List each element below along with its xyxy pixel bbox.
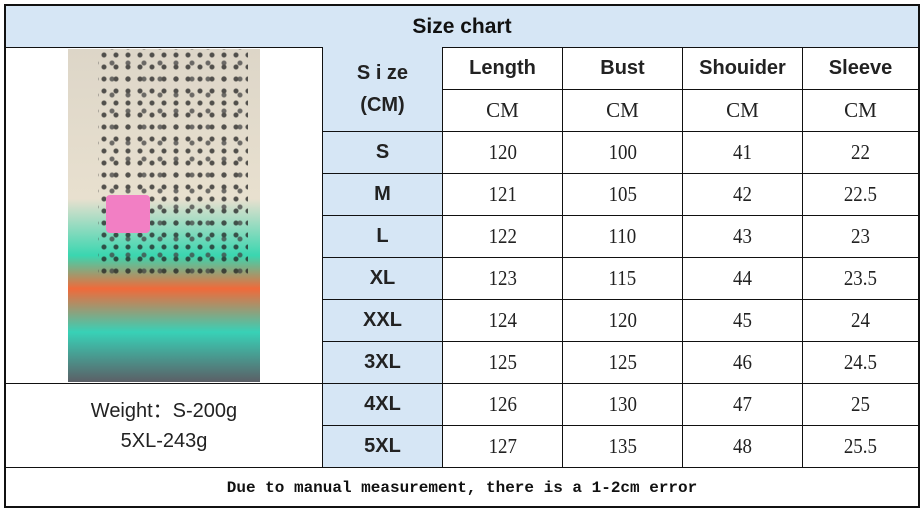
table-cell: 25.5 xyxy=(802,425,918,467)
table-cell: 23.5 xyxy=(802,257,918,299)
size-label: 4XL xyxy=(322,383,442,425)
weight-line: Weight：S-200g xyxy=(90,400,238,422)
cell-value: 125 xyxy=(608,350,637,374)
table-cell: 120 xyxy=(442,131,562,173)
table-cell: 123 xyxy=(442,257,562,299)
column-header: Length xyxy=(442,47,562,89)
table-cell: 120 xyxy=(562,299,682,341)
cell-value: 120 xyxy=(488,140,517,164)
size-label: M xyxy=(322,173,442,215)
table-cell: 24.5 xyxy=(802,341,918,383)
cell-value: 130 xyxy=(608,392,637,416)
cell-value: 135 xyxy=(608,434,637,458)
table-cell: 126 xyxy=(442,383,562,425)
cell-value: 123 xyxy=(488,266,517,290)
table-cell: 23 xyxy=(802,215,918,257)
table-cell: 42 xyxy=(682,173,802,215)
cell-value: 48 xyxy=(733,434,752,458)
table-cell: 44 xyxy=(682,257,802,299)
cell-value: 127 xyxy=(488,434,517,458)
cell-value: 122 xyxy=(488,224,517,248)
table-cell: 45 xyxy=(682,299,802,341)
size-label: L xyxy=(322,215,442,257)
table-cell: 105 xyxy=(562,173,682,215)
size-header-unit: (CM) xyxy=(360,94,405,116)
cell-value: 43 xyxy=(733,224,752,248)
cell-value: 45 xyxy=(733,308,752,332)
size-header-label: S i ze xyxy=(356,62,409,84)
table-cell: 124 xyxy=(442,299,562,341)
cell-value: 23.5 xyxy=(843,266,878,290)
cell-value: 41 xyxy=(733,140,752,164)
cell-value: 44 xyxy=(733,266,752,290)
cell-value: 126 xyxy=(488,392,517,416)
chart-title: Size chart xyxy=(6,6,918,48)
table-cell: 47 xyxy=(682,383,802,425)
weight-info: Weight：S-200g 5XL-243g xyxy=(6,383,322,468)
pink-bag xyxy=(106,195,150,233)
cell-value: 23 xyxy=(851,224,870,248)
cell-value: 124 xyxy=(488,308,517,332)
table-cell: 122 xyxy=(442,215,562,257)
table-cell: 125 xyxy=(562,341,682,383)
table-cell: 22.5 xyxy=(802,173,918,215)
product-photo xyxy=(68,49,260,382)
size-label: XL xyxy=(322,257,442,299)
table-cell: 127 xyxy=(442,425,562,467)
cell-value: 46 xyxy=(733,350,752,374)
table-cell: 24 xyxy=(802,299,918,341)
table-cell: 125 xyxy=(442,341,562,383)
size-chart-table: Size chart Weight：S-200g 5XL-243g S i ze… xyxy=(4,4,920,508)
cell-value: 125 xyxy=(488,350,517,374)
cell-value: 22 xyxy=(851,140,870,164)
cell-value: 25.5 xyxy=(843,434,878,458)
table-cell: 43 xyxy=(682,215,802,257)
cell-value: 47 xyxy=(733,392,752,416)
cell-value: 24.5 xyxy=(843,350,878,374)
table-cell: 22 xyxy=(802,131,918,173)
size-label: 3XL xyxy=(322,341,442,383)
size-label: S xyxy=(322,131,442,173)
table-cell: 41 xyxy=(682,131,802,173)
column-unit: CM xyxy=(802,89,918,131)
table-cell: 121 xyxy=(442,173,562,215)
size-label: 5XL xyxy=(322,425,442,467)
column-unit: CM xyxy=(562,89,682,131)
table-cell: 115 xyxy=(562,257,682,299)
column-header: Bust xyxy=(562,47,682,89)
size-header: S i ze (CM) xyxy=(322,47,442,131)
leopard-print xyxy=(98,49,248,279)
column-header: Shouider xyxy=(682,47,802,89)
table-cell: 48 xyxy=(682,425,802,467)
table-cell: 25 xyxy=(802,383,918,425)
cell-value: 115 xyxy=(608,266,637,290)
weight-line: 5XL-243g xyxy=(120,430,208,452)
cell-value: 120 xyxy=(608,308,637,332)
column-unit: CM xyxy=(442,89,562,131)
cell-value: 121 xyxy=(488,182,517,206)
table-cell: 135 xyxy=(562,425,682,467)
table-cell: 130 xyxy=(562,383,682,425)
cell-value: 25 xyxy=(851,392,870,416)
cell-value: 22.5 xyxy=(843,182,878,206)
cell-value: 24 xyxy=(851,308,870,332)
table-cell: 110 xyxy=(562,215,682,257)
cell-value: 100 xyxy=(608,140,637,164)
cell-value: 105 xyxy=(608,182,637,206)
column-header: Sleeve xyxy=(802,47,918,89)
column-unit: CM xyxy=(682,89,802,131)
table-cell: 46 xyxy=(682,341,802,383)
table-cell: 100 xyxy=(562,131,682,173)
size-label: XXL xyxy=(322,299,442,341)
cell-value: 110 xyxy=(608,224,637,248)
footer-note: Due to manual measurement, there is a 1-… xyxy=(6,467,918,507)
cell-value: 42 xyxy=(733,182,752,206)
